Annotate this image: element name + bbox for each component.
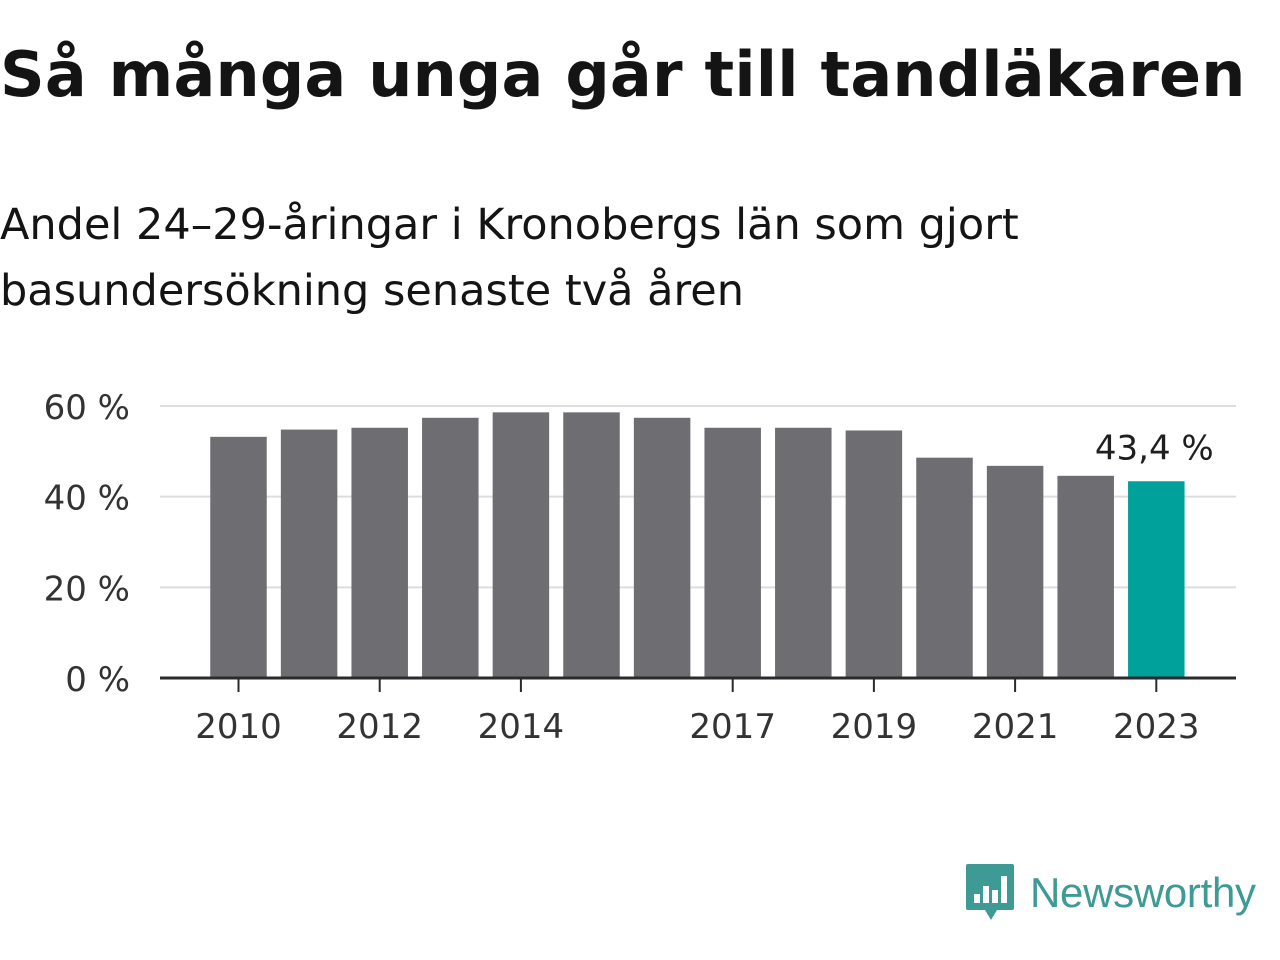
bar-2017 bbox=[704, 427, 761, 678]
x-axis-ticks: 2010 2012 2014 2017 2019 2021 2023 bbox=[195, 678, 1200, 747]
bar-2020 bbox=[916, 457, 973, 678]
speech-bubble-bar-chart-icon bbox=[966, 864, 1014, 920]
x-tick-label: 2019 bbox=[831, 707, 918, 747]
bar-2019 bbox=[845, 430, 903, 678]
gridlines bbox=[160, 405, 1236, 589]
brand-name: Newsworthy bbox=[1030, 869, 1256, 916]
y-axis-ticks: 0 % 20 % 40 % 60 % bbox=[44, 388, 130, 700]
x-tick-label: 2010 bbox=[195, 707, 282, 747]
bar-2014 bbox=[492, 412, 550, 678]
x-tick-label: 2017 bbox=[689, 707, 776, 747]
chart-title: Så många unga går till tandläkaren bbox=[0, 38, 1246, 111]
bar-2015 bbox=[563, 412, 620, 678]
bar-2016 bbox=[633, 417, 691, 678]
x-tick-label: 2023 bbox=[1113, 707, 1200, 747]
bar-chart: 0 % 20 % 40 % 60 % 2010 2012 2014 2017 2019 2021… bbox=[44, 388, 1236, 747]
y-tick-label: 60 % bbox=[44, 388, 130, 428]
x-tick-label: 2012 bbox=[336, 707, 423, 747]
y-tick-label: 0 % bbox=[65, 660, 130, 700]
bar-2023 bbox=[1128, 481, 1185, 678]
brand-logo: Newsworthy bbox=[964, 862, 1256, 924]
y-tick-label: 20 % bbox=[44, 569, 130, 609]
data-label: 43,4 % bbox=[1095, 428, 1214, 468]
annotations: 43,4 % bbox=[1095, 428, 1214, 468]
bar-2013 bbox=[422, 417, 479, 678]
chart-subtitle: Andel 24–29-åringar i Kronobergs län som… bbox=[0, 200, 1019, 316]
bars bbox=[210, 412, 1185, 678]
bar-2021 bbox=[986, 465, 1044, 678]
x-tick-label: 2021 bbox=[972, 707, 1059, 747]
y-tick-label: 40 % bbox=[44, 479, 130, 519]
bar-2018 bbox=[775, 427, 832, 678]
bar-2010 bbox=[210, 436, 267, 678]
bar-2022 bbox=[1057, 475, 1114, 678]
bar-2011 bbox=[280, 429, 338, 678]
bar-2012 bbox=[351, 427, 408, 678]
x-tick-label: 2014 bbox=[478, 707, 565, 747]
